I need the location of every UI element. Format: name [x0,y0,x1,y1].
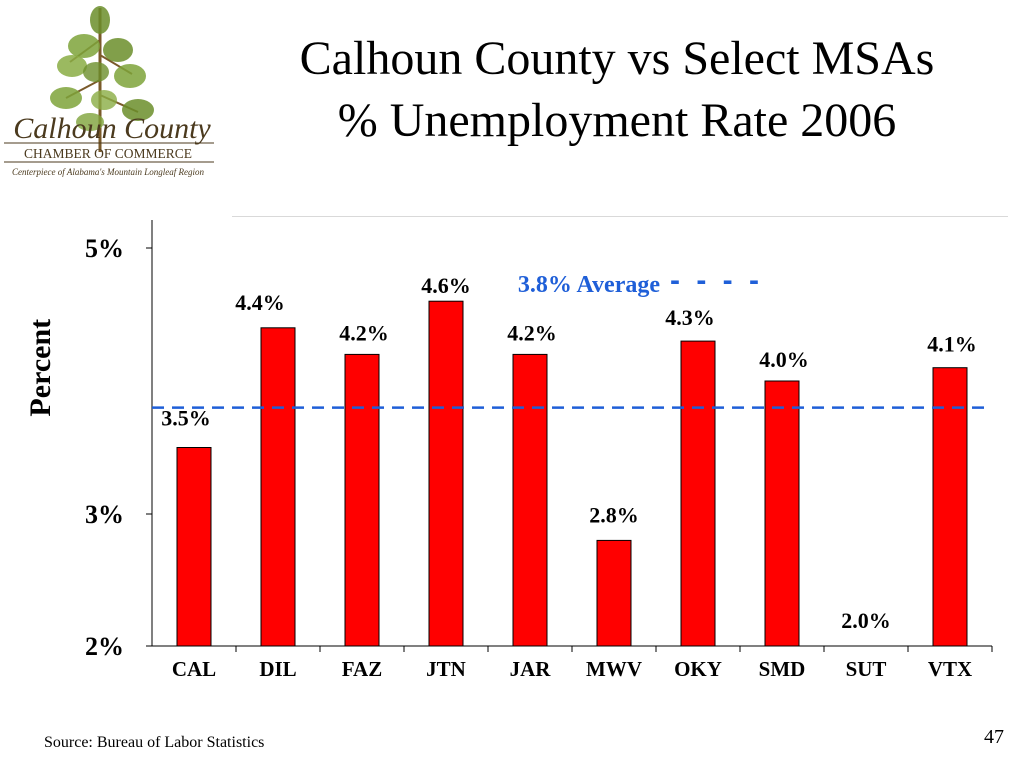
data-label: 2.8% [589,502,639,527]
page-number: 47 [984,726,1004,748]
data-label: 4.2% [507,320,557,345]
y-tick-label: 2% [85,632,124,661]
x-tick-label: JAR [510,657,552,681]
source-note: Source: Bureau of Labor Statistics [44,734,265,751]
bar-oky [680,340,716,647]
bar-dil [260,327,296,647]
logo-tagline: Centerpiece of Alabama's Mountain Longle… [12,167,204,177]
data-label: 3.5% [161,406,211,431]
bar-jtn [428,300,464,647]
bar-vtx [932,367,968,647]
x-tick-label: JTN [426,657,466,681]
x-tick-label: SUT [846,657,887,681]
x-tick-label: DIL [259,657,296,681]
average-label: 3.8% Average [518,272,661,298]
y-axis-title: Percent [24,319,57,417]
title-line-2: % Unemployment Rate 2006 [337,94,897,147]
pine-tree-icon [50,6,154,152]
bar-smd [764,380,800,647]
logo-subtitle: CHAMBER OF COMMERCE [24,146,192,161]
x-tick-label: FAZ [342,657,382,681]
unemployment-bar-chart: 2%3%5%6%PercentCAL3.5%DIL4.4%FAZ4.2%JTN4… [24,220,993,681]
data-label: 4.2% [339,320,389,345]
title-line-1: Calhoun County vs Select MSAs [299,32,935,85]
chamber-logo: Calhoun County CHAMBER OF COMMERCE Cente… [4,6,214,177]
bar-cal [176,447,212,647]
y-tick-label: 3% [85,500,124,529]
x-tick-label: OKY [674,657,722,681]
data-label: 4.0% [759,347,809,372]
data-label: 4.1% [927,332,977,357]
bar-jar [512,353,548,647]
data-label: 2.0% [841,608,891,633]
x-tick-label: SMD [759,657,806,681]
data-label: 4.4% [235,290,285,315]
average-legend-marker: - - - - [670,264,763,297]
x-tick-label: CAL [172,657,216,681]
data-label: 4.3% [665,305,715,330]
x-tick-label: MWV [586,657,642,681]
y-tick-label: 5% [85,234,124,263]
x-tick-label: VTX [928,657,972,681]
title-divider [232,216,1008,217]
slide-title: Calhoun County vs Select MSAs % Unemploy… [222,28,1012,152]
logo-name: Calhoun County [13,112,211,145]
bar-mwv [596,539,632,647]
data-label: 4.6% [421,273,471,298]
bar-faz [344,353,380,647]
